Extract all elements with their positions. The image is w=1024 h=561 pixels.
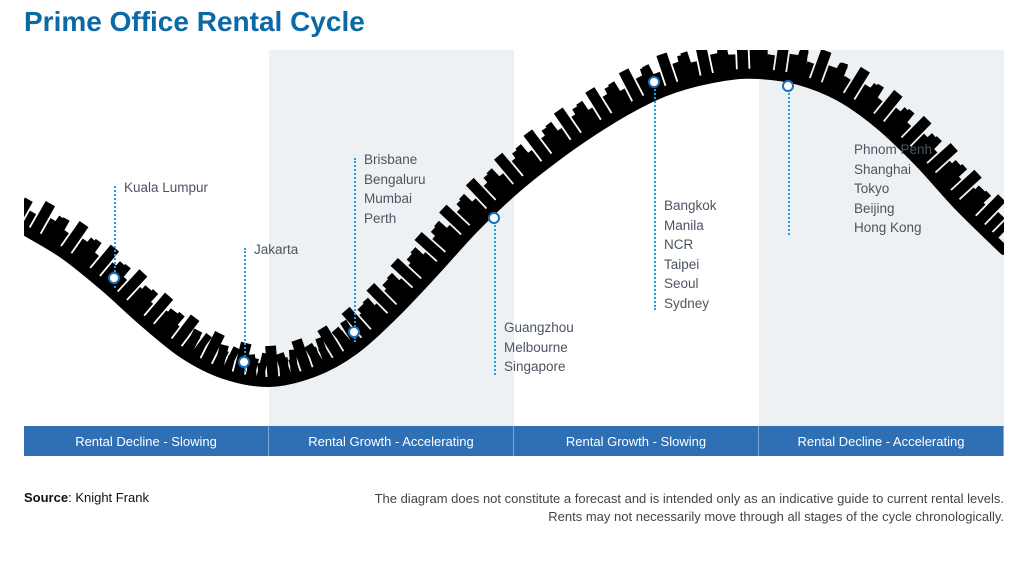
phase-label: Rental Growth - Slowing	[566, 434, 706, 449]
city-label: NCR	[664, 235, 717, 255]
disclaimer-text: The diagram does not constitute a foreca…	[375, 490, 1004, 526]
callout-leader	[244, 248, 246, 372]
callout-labels-guangzhou-group: GuangzhouMelbourneSingapore	[504, 318, 574, 377]
city-label: Tokyo	[854, 179, 932, 199]
city-label: Melbourne	[504, 338, 574, 358]
phase-bar: Rental Growth - Accelerating	[269, 426, 514, 456]
city-label: Guangzhou	[504, 318, 574, 338]
cycle-chart: Rental Decline - Slowing Rental Growth - …	[24, 50, 1004, 456]
footer: Source: Knight Frank The diagram does no…	[24, 490, 1004, 526]
city-label: Singapore	[504, 357, 574, 377]
phase-label: Rental Decline - Slowing	[75, 434, 217, 449]
city-label: Kuala Lumpur	[124, 178, 208, 198]
callout-labels-phnom-penh-group: Phnom PenhShanghaiTokyoBeijingHong Kong	[854, 140, 932, 238]
phase-bar: Rental Decline - Accelerating	[759, 426, 1004, 456]
city-label: Bangkok	[664, 196, 717, 216]
callout-marker	[238, 356, 250, 368]
city-label: Bengaluru	[364, 170, 426, 190]
disclaimer-line-2: Rents may not necessarily move through a…	[548, 509, 1004, 524]
phase-bar: Rental Decline - Slowing	[24, 426, 269, 456]
city-label: Seoul	[664, 274, 717, 294]
city-label: Beijing	[854, 199, 932, 219]
city-label: Jakarta	[254, 240, 298, 260]
city-label: Taipei	[664, 255, 717, 275]
city-label: Manila	[664, 216, 717, 236]
city-label: Brisbane	[364, 150, 426, 170]
callout-marker	[648, 76, 660, 88]
city-label: Phnom Penh	[854, 140, 932, 160]
source-prefix: Source	[24, 490, 68, 505]
city-label: Perth	[364, 209, 426, 229]
callout-marker	[782, 80, 794, 92]
callout-leader	[654, 82, 656, 310]
callout-leader	[354, 158, 356, 342]
page-title: Prime Office Rental Cycle	[24, 6, 365, 38]
source-text: Source: Knight Frank	[24, 490, 149, 526]
city-label: Shanghai	[854, 160, 932, 180]
disclaimer-line-1: The diagram does not constitute a foreca…	[375, 491, 1004, 506]
city-label: Mumbai	[364, 189, 426, 209]
phase-label: Rental Growth - Accelerating	[308, 434, 473, 449]
callout-leader	[788, 80, 790, 235]
callout-labels-jakarta: Jakarta	[254, 240, 298, 260]
callout-labels-brisbane-group: BrisbaneBengaluruMumbaiPerth	[364, 150, 426, 228]
phase-label: Rental Decline - Accelerating	[798, 434, 965, 449]
callout-marker	[348, 326, 360, 338]
city-label: Sydney	[664, 294, 717, 314]
callout-marker	[108, 272, 120, 284]
source-name: Knight Frank	[75, 490, 149, 505]
city-label: Hong Kong	[854, 218, 932, 238]
callout-labels-bangkok-group: BangkokManilaNCRTaipeiSeoulSydney	[664, 196, 717, 313]
callout-labels-kuala-lumpur: Kuala Lumpur	[124, 178, 208, 198]
callout-leader	[494, 216, 496, 375]
phase-bar: Rental Growth - Slowing	[514, 426, 759, 456]
callout-marker	[488, 212, 500, 224]
